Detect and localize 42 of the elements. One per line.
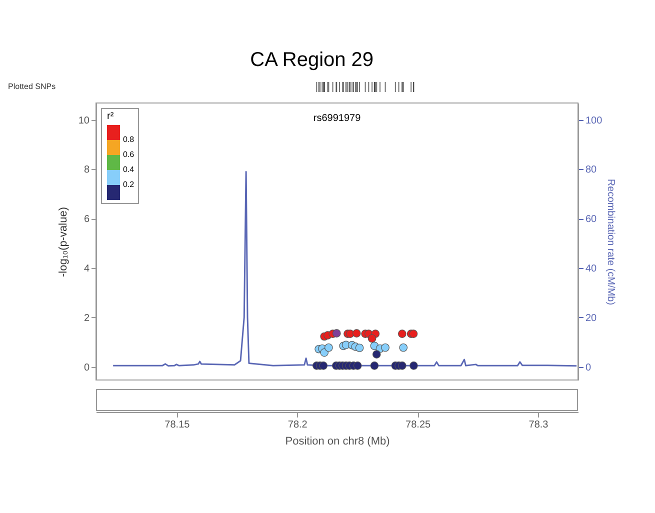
y-tick-label: 6 bbox=[84, 214, 90, 226]
point bbox=[370, 362, 379, 370]
y2-tick-label: 100 bbox=[586, 115, 603, 126]
x-tick-label: 78.3 bbox=[528, 420, 549, 430]
legend-title: r² bbox=[107, 111, 114, 122]
y2-tick-label: 80 bbox=[586, 164, 598, 176]
point bbox=[319, 362, 328, 370]
y-tick-label: 4 bbox=[84, 264, 90, 275]
annotation: 0.8 bbox=[123, 135, 134, 144]
text: Plotted SNPs bbox=[8, 82, 56, 91]
y2-tick-label: 20 bbox=[586, 312, 598, 324]
y-tick-label: 2 bbox=[84, 312, 90, 324]
point bbox=[355, 344, 364, 352]
y-tick-label: 10 bbox=[78, 115, 90, 126]
point bbox=[410, 362, 418, 370]
y-tick-label: 8 bbox=[84, 164, 90, 176]
point bbox=[368, 334, 376, 343]
point bbox=[398, 330, 406, 338]
y2-tick-label: 40 bbox=[586, 264, 598, 275]
y2-tick-label: 60 bbox=[586, 214, 598, 226]
x-tick-label: 78.2 bbox=[288, 420, 308, 430]
point bbox=[372, 350, 381, 358]
y2-axis-title: Recombination rate (cM/Mb) bbox=[605, 178, 616, 306]
y-tick-label: 0 bbox=[84, 362, 90, 374]
point bbox=[352, 329, 361, 338]
annotation: 0.2 bbox=[123, 180, 134, 189]
point bbox=[332, 329, 341, 338]
y2-tick-label: 0 bbox=[586, 362, 592, 374]
annotation: rs6991979 bbox=[313, 113, 362, 124]
annotation: 0.4 bbox=[123, 165, 134, 174]
chart-title: CA Region 29 bbox=[250, 49, 374, 71]
point bbox=[324, 343, 333, 352]
x-tick-label: 78.15 bbox=[164, 420, 190, 430]
x-tick-label: 78.25 bbox=[406, 420, 432, 430]
x-axis-title: Position on chr8 (Mb) bbox=[285, 436, 390, 448]
point bbox=[381, 343, 390, 352]
annotation: 0.6 bbox=[123, 150, 134, 159]
point bbox=[398, 362, 406, 370]
point bbox=[409, 330, 418, 338]
point bbox=[399, 343, 408, 352]
y-axis-title: -log₁₀(p-value) bbox=[57, 206, 70, 278]
point bbox=[353, 362, 362, 370]
